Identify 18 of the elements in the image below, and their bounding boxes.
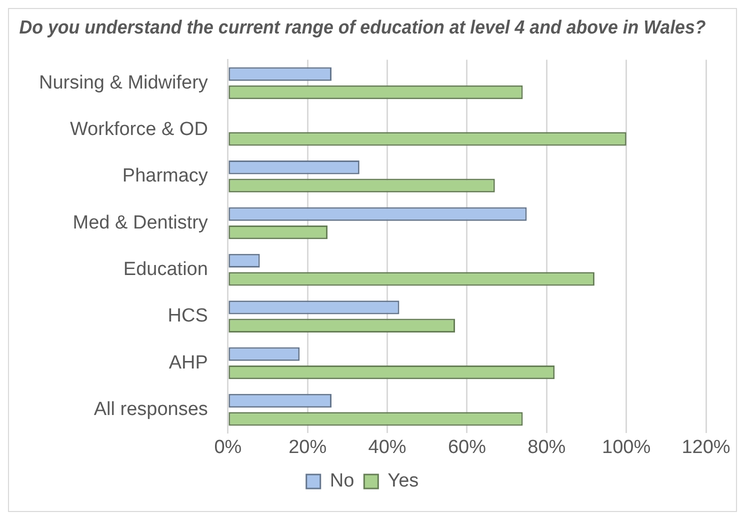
y-tick-label: AHP: [168, 352, 208, 374]
x-tick-label: 0%: [214, 436, 242, 458]
x-tick-label: 40%: [368, 436, 406, 458]
y-tick-label: Med & Dentistry: [72, 212, 208, 234]
x-tick-label: 20%: [288, 436, 327, 458]
y-tick-label: Pharmacy: [122, 166, 208, 187]
legend-label: Yes: [388, 470, 419, 492]
x-tick-label: 120%: [682, 436, 730, 458]
chart-title: Do you understand the current range of education at level 4 and above in Wales?: [19, 16, 706, 38]
y-tick-label: Workforce & OD: [70, 119, 208, 140]
x-tick-label: 60%: [448, 436, 486, 458]
y-tick-label: Nursing & Midwifery: [38, 72, 208, 94]
x-tick-label: 80%: [528, 436, 566, 458]
y-tick-label: All responses: [94, 399, 208, 420]
legend-label: No: [330, 470, 354, 492]
y-tick-label: HCS: [168, 306, 208, 327]
x-tick-label: 100%: [602, 436, 651, 458]
y-tick-label: Education: [123, 259, 208, 280]
